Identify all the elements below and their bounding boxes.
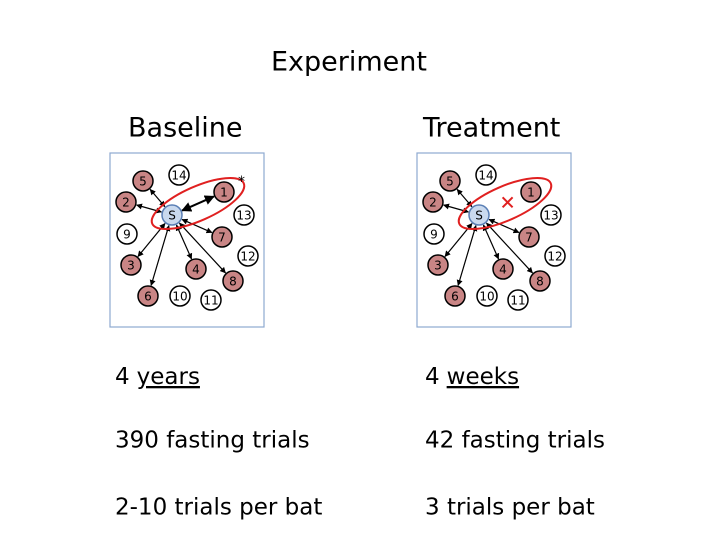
node xyxy=(492,258,514,280)
node xyxy=(200,289,222,311)
panel-title: Treatment xyxy=(422,113,560,144)
node xyxy=(115,191,137,213)
arrow xyxy=(456,188,473,208)
node-label: 7 xyxy=(525,231,533,245)
node-label: 7 xyxy=(218,231,226,245)
blocked-mark xyxy=(501,196,514,209)
info-line: 390 fasting trials xyxy=(115,428,310,454)
node-label: 5 xyxy=(139,175,147,189)
node-label: S xyxy=(475,209,483,223)
info-number: 4 xyxy=(425,364,440,390)
node xyxy=(444,285,466,307)
diagram-box xyxy=(109,152,265,328)
node xyxy=(518,226,540,248)
node-label: 4 xyxy=(192,263,200,277)
node xyxy=(185,258,207,280)
node xyxy=(544,245,566,267)
node xyxy=(468,204,490,226)
panel-title: Baseline xyxy=(128,113,242,144)
node-label: 8 xyxy=(229,275,237,289)
node xyxy=(222,270,244,292)
info-line: 42 fasting trials xyxy=(425,428,605,454)
node xyxy=(427,254,449,276)
node xyxy=(120,254,142,276)
node xyxy=(507,289,529,311)
info-unit: weeks xyxy=(447,364,519,390)
arrow xyxy=(181,195,215,212)
node-label: 8 xyxy=(536,275,544,289)
node-label: 13 xyxy=(236,209,251,223)
node-label: S xyxy=(168,209,176,223)
info-line: 4 years xyxy=(115,364,200,390)
node-label: 1 xyxy=(527,186,535,200)
node xyxy=(520,181,542,203)
node-label: 4 xyxy=(499,263,507,277)
node-label: 3 xyxy=(434,259,442,273)
node xyxy=(423,223,445,245)
node xyxy=(137,285,159,307)
node xyxy=(233,204,255,226)
highlight-ellipse xyxy=(150,176,246,231)
node-label: 12 xyxy=(240,250,255,264)
node xyxy=(475,164,497,186)
node xyxy=(439,170,461,192)
node-label: 5 xyxy=(446,175,454,189)
node-label: 9 xyxy=(430,228,438,242)
node xyxy=(169,285,191,307)
node-label: 1 xyxy=(220,186,228,200)
node xyxy=(540,204,562,226)
annotation: * xyxy=(238,174,245,190)
node-label: 10 xyxy=(479,290,494,304)
node-label: 3 xyxy=(127,259,135,273)
node xyxy=(422,191,444,213)
node xyxy=(237,245,259,267)
node xyxy=(213,181,235,203)
node-label: 11 xyxy=(203,294,218,308)
arrow xyxy=(456,224,478,287)
node xyxy=(211,226,233,248)
node xyxy=(476,285,498,307)
info-line: 2-10 trials per bat xyxy=(115,495,322,521)
node xyxy=(529,270,551,292)
info-line: 3 trials per bat xyxy=(425,495,595,521)
arrow xyxy=(486,222,533,274)
node xyxy=(168,164,190,186)
arrow xyxy=(179,222,226,274)
node-label: 14 xyxy=(171,169,186,183)
node-label: 6 xyxy=(451,290,459,304)
node-label: 12 xyxy=(547,250,562,264)
info-line: 4 weeks xyxy=(425,364,519,390)
info-unit: years xyxy=(137,364,200,390)
node-label: 2 xyxy=(429,196,437,210)
node-label: 11 xyxy=(510,294,525,308)
node xyxy=(132,170,154,192)
node-label: 10 xyxy=(172,290,187,304)
arrow xyxy=(149,224,171,287)
highlight-ellipse xyxy=(457,176,553,231)
node-label: 13 xyxy=(543,209,558,223)
node-label: 2 xyxy=(122,196,130,210)
node-label: 6 xyxy=(144,290,152,304)
node-label: 14 xyxy=(478,169,493,183)
info-number: 4 xyxy=(115,364,130,390)
node xyxy=(116,223,138,245)
diagram-box xyxy=(416,152,572,328)
node-label: 9 xyxy=(123,228,131,242)
arrow xyxy=(149,188,166,208)
node xyxy=(161,204,183,226)
slide-title: Experiment xyxy=(271,47,427,78)
